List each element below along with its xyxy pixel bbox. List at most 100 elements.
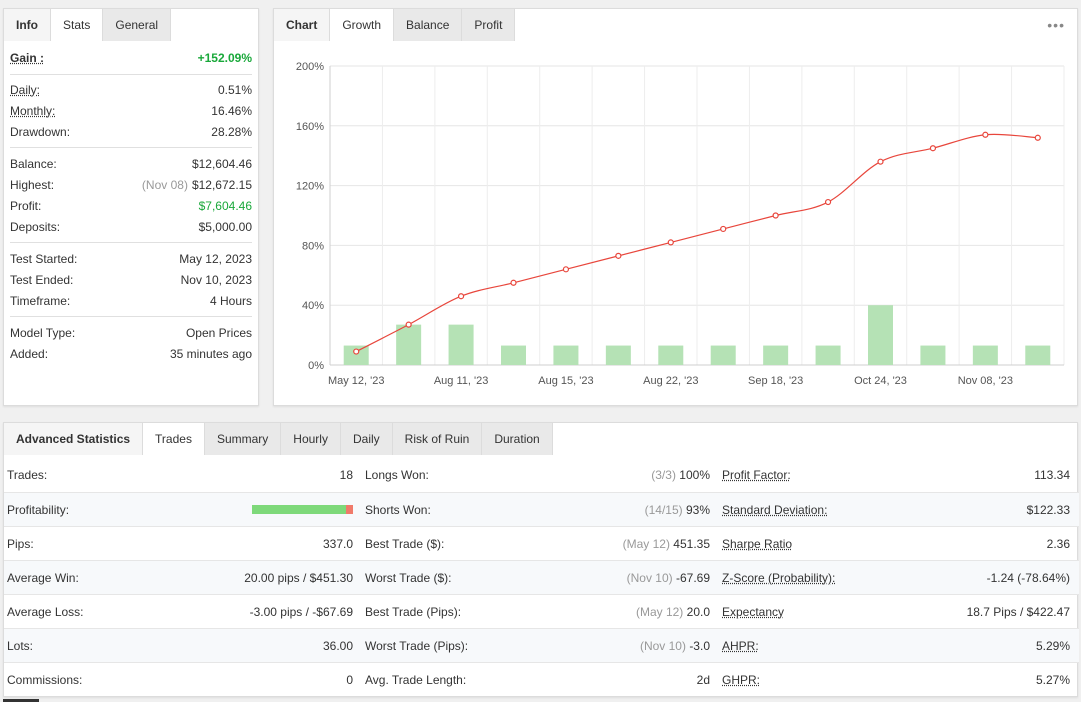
stat-cell: Avg. Trade Length: 2d <box>357 663 714 696</box>
info-label[interactable]: Monthly: <box>10 103 56 118</box>
info-label: Added: <box>10 346 49 361</box>
info-row: Timeframe: 4 Hours <box>10 290 252 311</box>
tab-summary[interactable]: Summary <box>204 423 282 455</box>
growth-bar <box>343 345 369 365</box>
tab-hourly[interactable]: Hourly <box>281 423 341 455</box>
stat-value-text: 5.29% <box>1035 638 1070 653</box>
stat-label[interactable]: Z-Score (Probability): <box>722 570 836 585</box>
info-label: Balance: <box>10 156 57 171</box>
info-value-text: 16.46% <box>211 103 252 118</box>
info-value: Open Prices <box>186 326 252 340</box>
stat-label: Profitability: <box>7 502 70 517</box>
tab-risk-of-ruin[interactable]: Risk of Ruin <box>392 423 483 455</box>
stat-label: Avg. Trade Length: <box>365 672 467 687</box>
info-value: 35 minutes ago <box>170 347 252 361</box>
info-value-text: 4 Hours <box>209 293 252 308</box>
tab-daily[interactable]: Daily <box>340 423 393 455</box>
stats-row: Commissions: 0 Avg. Trade Length: 2d GHPR: 5.… <box>4 662 1079 696</box>
stat-cell: Standard Deviation: $122.33 <box>714 493 1074 526</box>
stat-value-detail: (14/15) <box>644 502 683 517</box>
stats-row: Trades: 18 Longs Won: (3/3) 100% Profit Fact… <box>4 458 1079 492</box>
chart-tabs: Chart Growth Balance Profit <box>274 9 516 41</box>
info-label[interactable]: Daily: <box>10 82 41 97</box>
growth-bar <box>710 345 736 365</box>
stat-cell: Pips: 337.0 <box>4 527 357 560</box>
more-horizontal-icon[interactable]: ••• <box>1047 17 1065 33</box>
scrollbar-thumb[interactable] <box>3 699 39 702</box>
info-value-text: 35 minutes ago <box>169 346 252 361</box>
tab-balance[interactable]: Balance <box>394 9 463 41</box>
x-tick-label: Oct 24, '23 <box>854 375 907 387</box>
stat-value: 0 <box>346 673 353 687</box>
info-value-text: Nov 10, 2023 <box>180 272 252 287</box>
growth-bar <box>1025 345 1051 365</box>
growth-bar <box>553 345 579 365</box>
stat-cell: Worst Trade (Pips): (Nov 10) -3.0 <box>357 629 714 662</box>
stat-value-detail: (Nov 10) <box>639 638 686 653</box>
tab-growth[interactable]: Growth <box>330 9 395 41</box>
stat-value: (May 12) 451.35 <box>623 537 710 551</box>
info-value: 4 Hours <box>210 294 252 308</box>
stats-row: Pips: 337.0 Best Trade ($): (May 12) 451.35… <box>4 526 1079 560</box>
stats-row: Lots: 36.00 Worst Trade (Pips): (Nov 10) -3… <box>4 628 1079 662</box>
tab-general[interactable]: General <box>103 9 172 41</box>
stat-label[interactable]: GHPR: <box>722 672 761 687</box>
stat-label[interactable]: AHPR: <box>722 638 759 653</box>
tab-advanced-statistics[interactable]: Advanced Statistics <box>4 423 144 455</box>
stat-cell: Longs Won: (3/3) 100% <box>357 458 714 492</box>
stat-value: 18 <box>340 468 353 482</box>
stat-cell: Commissions: 0 <box>4 663 357 696</box>
info-row: Daily: 0.51% <box>10 79 252 100</box>
stat-cell: Worst Trade ($): (Nov 10) -67.69 <box>357 561 714 594</box>
info-value-text: 0.51% <box>217 82 252 97</box>
gain-row: Gain : +152.09% <box>10 41 252 75</box>
x-tick-label: Sep 18, '23 <box>748 375 803 387</box>
stat-label: Average Win: <box>7 570 79 585</box>
stat-cell: Trades: 18 <box>4 458 357 492</box>
gain-label[interactable]: Gain : <box>10 50 45 65</box>
y-tick-label: 120% <box>296 181 324 193</box>
info-row: Balance: $12,604.46 <box>10 153 252 174</box>
stat-cell: Sharpe Ratio 2.36 <box>714 527 1074 560</box>
stat-value-detail: (Nov 10) <box>626 570 673 585</box>
stat-value-text: 20.0 <box>686 604 710 619</box>
stat-label: Trades: <box>7 468 48 482</box>
stats-grid: Trades: 18 Longs Won: (3/3) 100% Profit Fact… <box>4 458 1079 696</box>
stat-value: -3.00 pips / -$67.69 <box>250 605 353 619</box>
growth-point <box>510 279 517 286</box>
growth-bar <box>658 345 684 365</box>
info-panel: Info Stats General Gain : +152.09% Daily… <box>3 8 259 406</box>
stat-value-detail: (3/3) <box>651 468 676 482</box>
stat-value: (May 12) 20.0 <box>636 605 710 619</box>
stat-value-text: $122.33 <box>1026 502 1070 517</box>
stat-value-text: -67.69 <box>675 570 710 585</box>
stat-cell: Profitability: <box>4 493 357 526</box>
stats-row: Average Loss: -3.00 pips / -$67.69 Best Tr… <box>4 594 1079 628</box>
stat-value: (3/3) 100% <box>651 468 710 482</box>
stat-cell: Expectancy 18.7 Pips / $422.47 <box>714 595 1074 628</box>
stat-label: Commissions: <box>7 672 83 687</box>
tab-info[interactable]: Info <box>4 9 51 41</box>
growth-point <box>982 131 989 138</box>
stat-value-text: 337.0 <box>322 536 353 551</box>
stat-cell: GHPR: 5.27% <box>714 663 1074 696</box>
chart-panel: Chart Growth Balance Profit ••• 0% 40% 80%… <box>273 8 1078 406</box>
stat-label[interactable]: Standard Deviation: <box>722 502 828 517</box>
growth-point <box>824 198 832 206</box>
stat-label: Pips: <box>7 536 34 551</box>
stat-label[interactable]: Profit Factor: <box>722 468 791 482</box>
tab-stats[interactable]: Stats <box>51 9 104 41</box>
y-tick-label: 80% <box>302 240 324 252</box>
tab-profit[interactable]: Profit <box>462 9 516 41</box>
stat-label[interactable]: Expectancy <box>722 604 785 619</box>
stat-label[interactable]: Sharpe Ratio <box>722 536 793 551</box>
info-value: $5,000.00 <box>199 220 252 234</box>
tab-trades[interactable]: Trades <box>143 423 205 455</box>
tab-chart[interactable]: Chart <box>274 9 331 41</box>
growth-bar <box>605 345 631 365</box>
tab-duration[interactable]: Duration <box>482 423 553 455</box>
stat-value-text: -3.0 <box>689 638 710 653</box>
stat-value: 5.27% <box>1036 673 1070 687</box>
y-tick-label: 40% <box>302 300 324 312</box>
y-tick-label: 0% <box>308 360 324 372</box>
